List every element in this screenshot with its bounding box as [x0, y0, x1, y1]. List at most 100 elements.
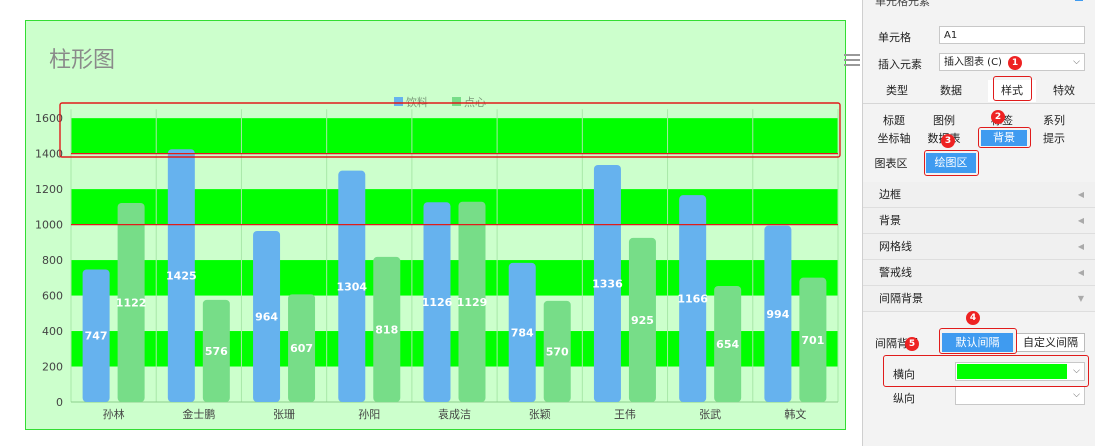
data-label: 607 [290, 342, 313, 355]
data-label: 925 [631, 314, 654, 327]
x-tick-label: 袁成洁 [438, 408, 471, 421]
legend-swatch [452, 97, 461, 106]
x-tick-label: 孙林 [103, 407, 125, 421]
data-label: 964 [255, 310, 278, 323]
subtab-background[interactable]: 背景 [981, 130, 1027, 146]
data-label: 654 [716, 338, 739, 351]
hamburger-menu-icon[interactable] [844, 54, 860, 66]
triangle-left-icon: ◀ [1077, 242, 1084, 251]
chart-legend: 饮料 点心 [394, 95, 486, 109]
data-label: 994 [766, 308, 789, 321]
section-background[interactable]: 背景 ◀ [863, 208, 1095, 234]
subtab-series[interactable]: 系列 [1043, 114, 1065, 127]
y-tick-label: 1600 [35, 112, 63, 125]
bar [764, 225, 792, 402]
subtab-legend[interactable]: 图例 [933, 114, 955, 127]
x-tick-label: 孙阳 [358, 408, 380, 421]
default-interval-button[interactable]: 默认间隔 [942, 333, 1013, 352]
bar [82, 269, 110, 402]
section-warning-line-label: 警戒线 [879, 266, 912, 279]
triangle-down-icon: ▼ [1077, 294, 1084, 303]
y-tick-label: 1200 [35, 183, 63, 196]
data-label: 576 [205, 345, 228, 358]
data-label: 1122 [116, 296, 147, 309]
area-tab-plot[interactable]: 绘图区 [926, 153, 976, 173]
main-tabs: 类型 数据 样式 特效 [873, 80, 1086, 103]
data-label: 570 [546, 345, 569, 358]
data-label: 747 [85, 330, 108, 343]
data-label: 1304 [336, 280, 367, 293]
step-badge-5: 5 [905, 337, 919, 351]
bar [338, 170, 366, 402]
chevron-down-icon: ⌵ [1073, 390, 1080, 400]
bar [373, 256, 401, 402]
collapse-icon[interactable] [1075, 0, 1083, 1]
tab-style[interactable]: 样式 [988, 80, 1036, 102]
interval-band [71, 118, 838, 154]
annotation-box-background-subtab [978, 127, 1031, 148]
data-label: 1425 [166, 270, 197, 283]
bar [679, 195, 707, 402]
bar [167, 149, 195, 402]
annotation-box-style-tab [993, 76, 1032, 101]
section-border[interactable]: 边框 ◀ [863, 182, 1095, 208]
bar [288, 294, 316, 402]
data-label: 784 [511, 326, 534, 339]
horizontal-color-swatch [957, 364, 1067, 379]
tab-data[interactable]: 数据 [940, 84, 962, 97]
x-tick-label: 张颖 [529, 408, 551, 421]
tab-divider [863, 103, 1095, 104]
y-tick-label: 600 [42, 290, 63, 303]
y-tick-label: 800 [42, 254, 63, 267]
bar [253, 230, 281, 402]
bar [458, 201, 486, 402]
custom-interval-button[interactable]: 自定义间隔 [1016, 333, 1085, 352]
annotation-box-band [59, 102, 841, 158]
annotation-box-horizontal [883, 355, 1089, 387]
step-badge-4: 4 [966, 311, 980, 325]
bar [714, 285, 742, 402]
subtab-axis[interactable]: 坐标轴 [877, 132, 911, 145]
bar [628, 237, 656, 402]
subtab-tooltip[interactable]: 提示 [1043, 132, 1065, 145]
triangle-left-icon: ◀ [1077, 268, 1084, 277]
chart-card: 柱形图 饮料 点心 0 200 400 600 800 1000 1200 1400 1600 7… [25, 20, 860, 430]
bar [423, 202, 451, 402]
annotation-box-default-interval [939, 328, 1017, 354]
y-tick-label: 0 [56, 396, 63, 409]
interval-band [71, 331, 838, 367]
bar [508, 262, 536, 402]
x-tick-label: 王伟 [614, 408, 636, 421]
cell-label: 单元格 [878, 31, 911, 44]
y-tick-label: 400 [42, 325, 63, 338]
horizontal-label: 横向 [893, 368, 915, 381]
y-tick-label: 200 [42, 361, 63, 374]
tab-effects[interactable]: 特效 [1053, 84, 1075, 97]
area-tab-chart[interactable]: 图表区 [874, 157, 908, 170]
chevron-down-icon: ⌵ [1073, 366, 1080, 376]
y-tick-label: 1400 [35, 148, 63, 161]
interval-band [71, 189, 838, 225]
legend-label: 饮料 [406, 95, 428, 109]
data-label: 1336 [592, 277, 623, 290]
legend-swatch [394, 97, 403, 106]
properties-panel: 单元格元素 单元格 A1 插入元素 插入图表 (C) ⌵ 类型 数据 样式 特效… [862, 0, 1095, 446]
step-badge-1: 1 [1008, 56, 1022, 70]
tab-type[interactable]: 类型 [886, 84, 908, 97]
vertical-color-select[interactable]: ⌵ [955, 386, 1085, 405]
section-gridlines[interactable]: 网格线 ◀ [863, 234, 1095, 260]
horizontal-color-select[interactable]: ⌵ [955, 362, 1085, 381]
section-background-label: 背景 [879, 214, 901, 227]
bar [543, 300, 571, 402]
cell-input[interactable]: A1 [939, 26, 1085, 44]
section-interval-background[interactable]: 间隔背景 ▼ [863, 286, 1095, 312]
x-tick-label: 张武 [699, 408, 721, 421]
y-tick-label: 1000 [35, 219, 63, 232]
panel-top-label: 单元格元素 [875, 0, 930, 8]
bar [202, 299, 230, 402]
data-label: 1126 [422, 296, 453, 309]
triangle-left-icon: ◀ [1077, 190, 1084, 199]
section-warning-line[interactable]: 警戒线 ◀ [863, 260, 1095, 286]
section-border-label: 边框 [879, 188, 901, 201]
subtab-title[interactable]: 标题 [883, 114, 905, 127]
